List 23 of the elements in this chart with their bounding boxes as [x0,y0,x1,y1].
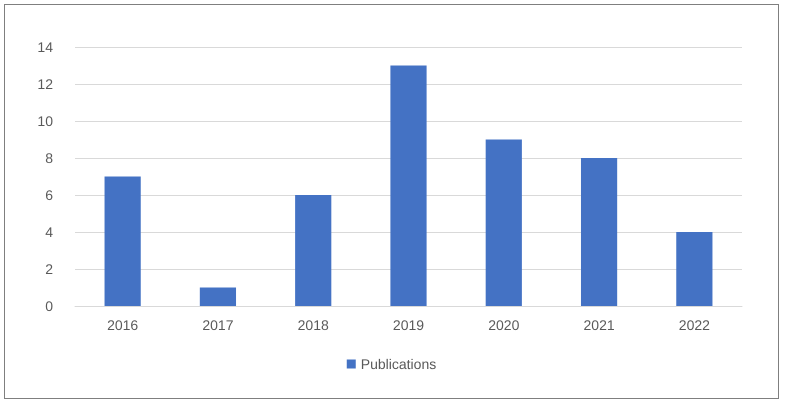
legend-label: Publications [360,356,436,372]
bar [486,140,522,306]
x-tick-label: 2017 [202,317,234,333]
bar [390,66,427,306]
x-tick-label: 2021 [583,317,615,333]
bar [104,176,141,306]
x-tick-label: 2022 [678,317,710,333]
y-tick-label: 0 [45,298,54,314]
bar [295,195,332,306]
y-tick-label: 2 [45,261,54,277]
x-tick-label: 2019 [392,317,424,333]
bar [200,288,236,306]
y-tick-label: 10 [37,113,54,129]
x-tick-label: 2020 [488,317,520,333]
y-tick-label: 8 [45,150,54,166]
x-tick-label: 2016 [107,317,138,333]
bar [580,158,618,306]
y-tick-label: 4 [45,224,54,240]
y-tick-label: 12 [37,76,54,92]
y-tick-label: 14 [37,39,54,55]
bar [676,232,712,306]
x-tick-label: 2018 [298,317,329,333]
y-tick-label: 6 [45,187,54,203]
